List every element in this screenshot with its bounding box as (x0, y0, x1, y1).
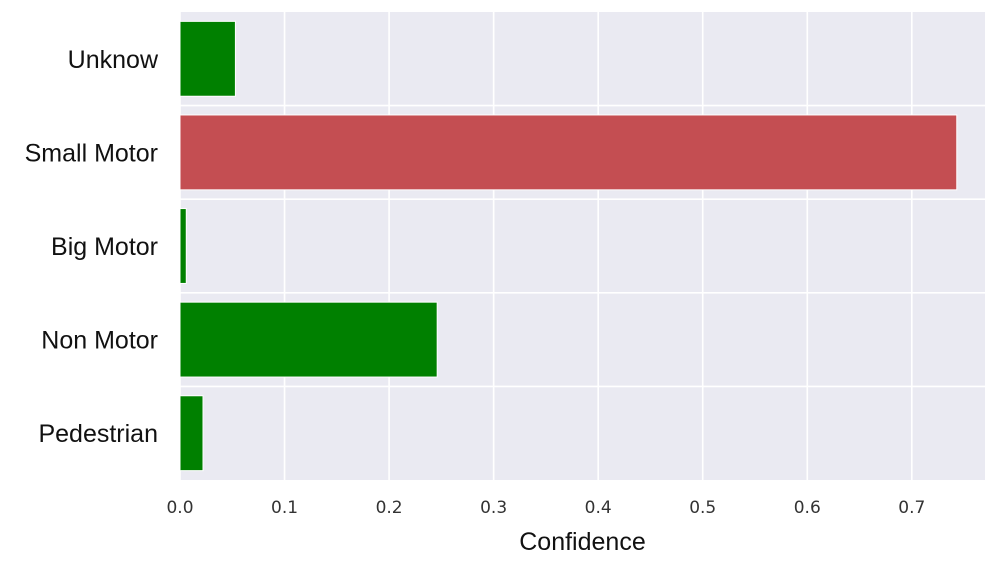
category-labels: Unknow Small Motor Big Motor Non Motor Pedes… (25, 46, 159, 448)
category-label-pedestrian: Pedestrian (38, 420, 158, 448)
category-label-non-motor: Non Motor (41, 327, 158, 355)
grid-lines (179, 12, 985, 480)
plot-background (180, 12, 985, 480)
bar-pedestrian (179, 395, 204, 472)
x-tick-label-7: 0.7 (898, 498, 925, 518)
x-tick-label-1: 0.1 (271, 498, 298, 518)
bar-big-motor (179, 208, 187, 284)
x-axis-title: Confidence (519, 528, 645, 556)
x-tick-label-2: 0.2 (376, 498, 403, 518)
bar-unknow (179, 20, 236, 97)
x-tick-label-3: 0.3 (480, 498, 507, 518)
category-label-big-motor: Big Motor (51, 233, 158, 261)
x-tick-label-6: 0.6 (794, 498, 821, 518)
bar-non-motor (179, 301, 438, 378)
x-tick-labels: 0.0 0.1 0.2 0.3 0.4 0.5 0.6 0.7 (166, 498, 925, 518)
x-tick-label-5: 0.5 (689, 498, 716, 518)
x-tick-label-0: 0.0 (166, 498, 193, 518)
x-tick-label-4: 0.4 (585, 498, 612, 518)
bar-small-motor (179, 114, 958, 191)
category-label-small-motor: Small Motor (25, 139, 158, 167)
bars (179, 20, 958, 472)
category-label-unknow: Unknow (68, 46, 159, 74)
